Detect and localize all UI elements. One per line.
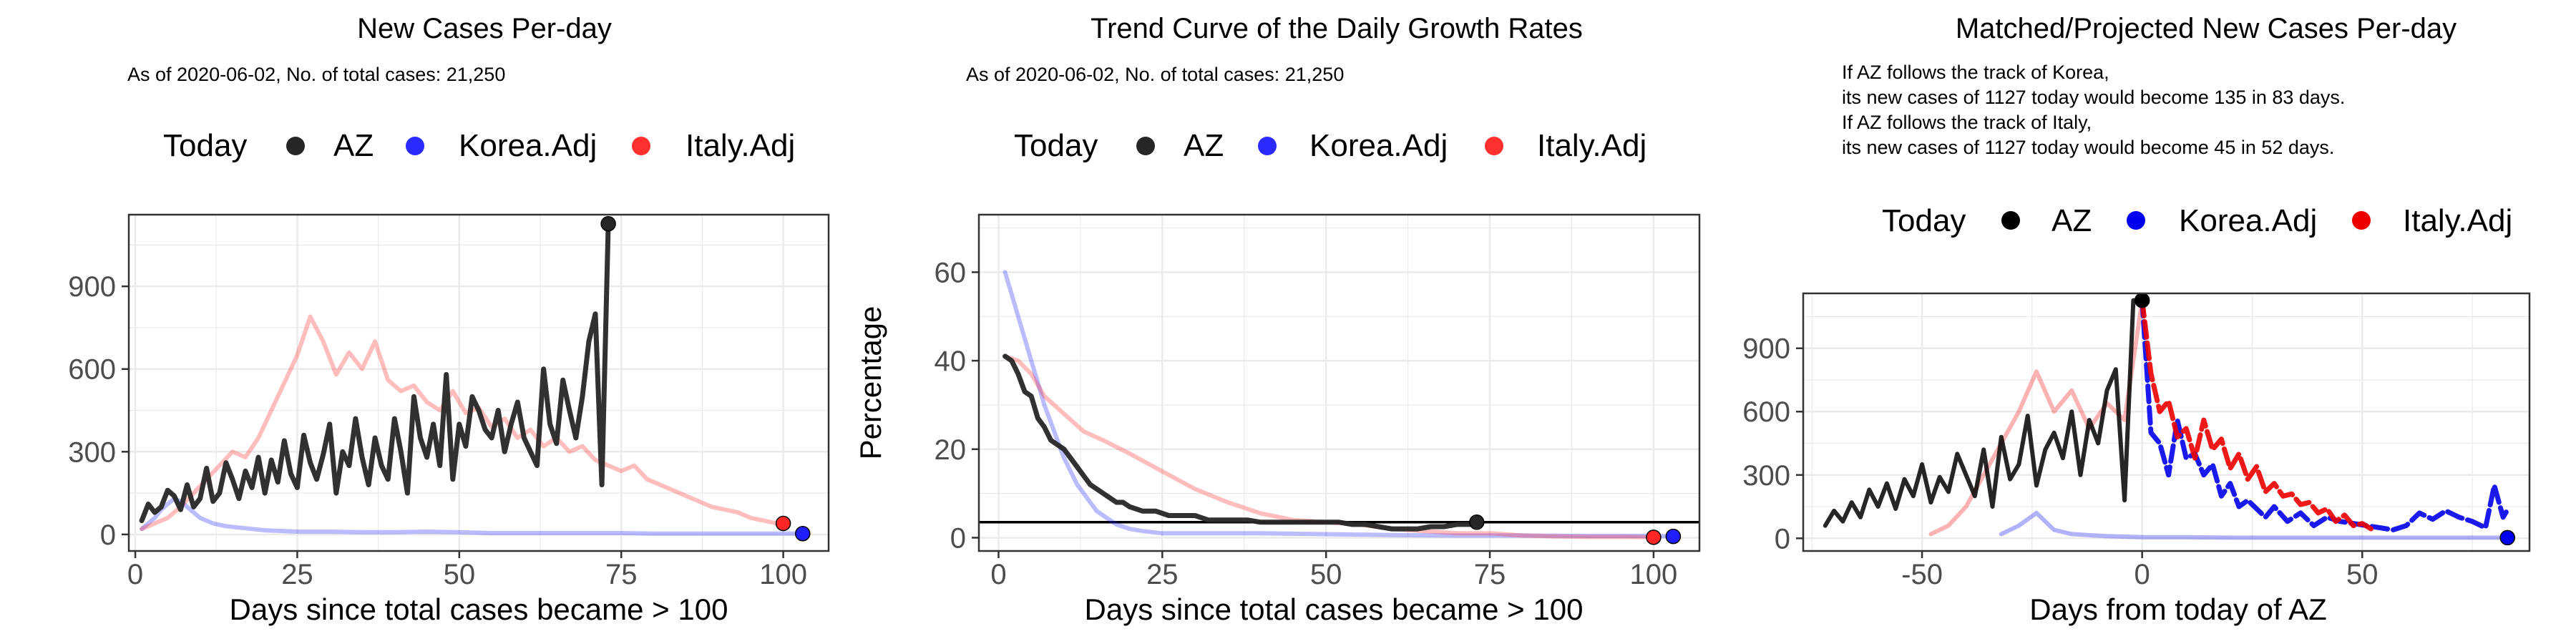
axis-ticks: -50 0 50 0 300 600 900 — [1742, 333, 2378, 590]
legend-title: Today — [1882, 203, 1966, 238]
series-line-az — [1823, 298, 2145, 528]
plot-background — [979, 215, 1699, 551]
legend-key-italy — [632, 137, 650, 155]
axis-ticks: 0 25 50 75 100 0 300 600 900 — [68, 271, 807, 590]
plot-series — [979, 270, 1699, 545]
series-line-italy-adj — [140, 314, 786, 532]
legend-label-korea: Korea.Adj — [2179, 203, 2317, 238]
y-tick-label: 300 — [68, 436, 116, 468]
chart-subtitle: As of 2020-06-02, No. of total cases: 21… — [127, 64, 505, 85]
y-tick-label: 0 — [100, 519, 116, 551]
today-marker-italy-adj — [775, 515, 791, 532]
subtitle-line: If AZ follows the track of Korea, — [1842, 62, 2109, 83]
y-tick-label: 300 — [1742, 460, 1790, 492]
x-tick-label: 100 — [759, 559, 807, 590]
legend: Today AZ Korea.Adj Italy.Adj — [163, 128, 795, 163]
plot-series — [1823, 292, 2515, 546]
x-tick-label: 0 — [990, 559, 1006, 590]
series-line-az — [1002, 353, 1480, 532]
y-tick-label: 900 — [1742, 333, 1790, 365]
legend-key-korea — [406, 137, 424, 155]
legend-title: Today — [1014, 128, 1098, 163]
series-line-italy-adj-projected — [2140, 298, 2373, 532]
subtitle-line: its new cases of 1127 today would become… — [1842, 87, 2345, 108]
panel-growth-rates: Trend Curve of the Daily Growth Rates As… — [854, 13, 1701, 626]
x-tick-label: 75 — [1474, 559, 1506, 590]
chart-title: New Cases Per-day — [357, 13, 612, 44]
plot-border — [977, 213, 1701, 552]
chart-subtitle: As of 2020-06-02, No. of total cases: 21… — [966, 64, 1344, 85]
x-tick-label: 0 — [2135, 559, 2150, 590]
axis-ticks: 0 25 50 75 100 0 20 40 60 — [935, 257, 1678, 590]
x-tick-label: 50 — [444, 559, 476, 590]
plot-background — [1803, 293, 2529, 551]
legend-label-az: AZ — [1184, 128, 1224, 163]
plot-grid — [979, 215, 1699, 551]
x-axis-label: Days since total cases became > 100 — [230, 592, 728, 626]
today-marker-korea-adj — [2499, 530, 2515, 546]
series-line-az — [139, 221, 611, 524]
today-marker-korea-adj — [1665, 528, 1682, 545]
today-marker-korea-adj — [795, 525, 811, 542]
series-line-korea-adj — [1002, 270, 1676, 539]
plot-background — [129, 215, 829, 551]
x-tick-label: 25 — [281, 559, 313, 590]
legend-label-italy: Italy.Adj — [1537, 128, 1646, 163]
y-tick-label: 60 — [935, 257, 967, 288]
today-marker-italy-adj — [1646, 530, 1662, 545]
x-tick-label: 100 — [1630, 559, 1678, 590]
legend-key-italy — [1485, 137, 1503, 155]
panel-new-cases: New Cases Per-day As of 2020-06-02, No. … — [68, 13, 830, 626]
legend: Today AZ Korea.Adj Italy.Adj — [1014, 128, 1646, 163]
y-tick-label: 600 — [1742, 396, 1790, 428]
panel-projected-cases: Matched/Projected New Cases Per-day If A… — [1742, 13, 2531, 626]
legend-key-korea — [1258, 137, 1277, 155]
subtitle-line: If AZ follows the track of Italy, — [1842, 112, 2092, 133]
x-axis-label: Days since total cases became > 100 — [1085, 592, 1584, 626]
today-marker-az — [1468, 514, 1485, 530]
legend-title: Today — [163, 128, 247, 163]
y-tick-label: 0 — [950, 522, 966, 554]
legend-label-az: AZ — [2051, 203, 2092, 238]
y-tick-label: 0 — [1775, 523, 1790, 555]
plot-border — [1802, 292, 2531, 552]
legend-key-az — [1136, 137, 1155, 155]
series-line-italy-adj — [1002, 353, 1656, 540]
legend: Today AZ Korea.Adj Italy.Adj — [1882, 203, 2512, 238]
plot-grid — [129, 215, 829, 551]
plot-series — [139, 215, 811, 542]
x-tick-label: 25 — [1146, 559, 1179, 590]
legend-label-korea: Korea.Adj — [1309, 128, 1448, 163]
today-marker-az — [600, 215, 616, 232]
legend-label-italy: Italy.Adj — [686, 128, 795, 163]
legend-key-az — [286, 137, 305, 155]
chart-title: Matched/Projected New Cases Per-day — [1956, 13, 2457, 44]
y-tick-label: 600 — [68, 354, 116, 386]
chart-title: Trend Curve of the Daily Growth Rates — [1091, 13, 1583, 44]
legend-label-italy: Italy.Adj — [2403, 203, 2512, 238]
legend-key-az — [2001, 211, 2020, 230]
y-axis-label: Percentage — [854, 306, 887, 460]
subtitle-line: its new cases of 1127 today would become… — [1842, 137, 2334, 158]
x-tick-label: 75 — [605, 559, 638, 590]
y-tick-label: 20 — [935, 434, 967, 466]
x-tick-label: 50 — [2346, 559, 2379, 590]
plot-border — [127, 213, 830, 552]
series-line-korea-adj — [1999, 510, 2510, 540]
x-tick-label: -50 — [1901, 559, 1943, 590]
legend-key-korea — [2127, 211, 2145, 230]
x-tick-label: 50 — [1310, 559, 1342, 590]
today-marker-az — [2134, 292, 2150, 308]
x-tick-label: 0 — [127, 559, 143, 590]
y-tick-label: 900 — [68, 271, 116, 303]
legend-key-italy — [2352, 211, 2371, 230]
y-tick-label: 40 — [935, 346, 967, 377]
legend-label-az: AZ — [333, 128, 374, 163]
chart-subtitle: If AZ follows the track of Korea, its ne… — [1842, 62, 2345, 158]
x-axis-label: Days from today of AZ — [2029, 592, 2327, 626]
legend-label-korea: Korea.Adj — [459, 128, 597, 163]
